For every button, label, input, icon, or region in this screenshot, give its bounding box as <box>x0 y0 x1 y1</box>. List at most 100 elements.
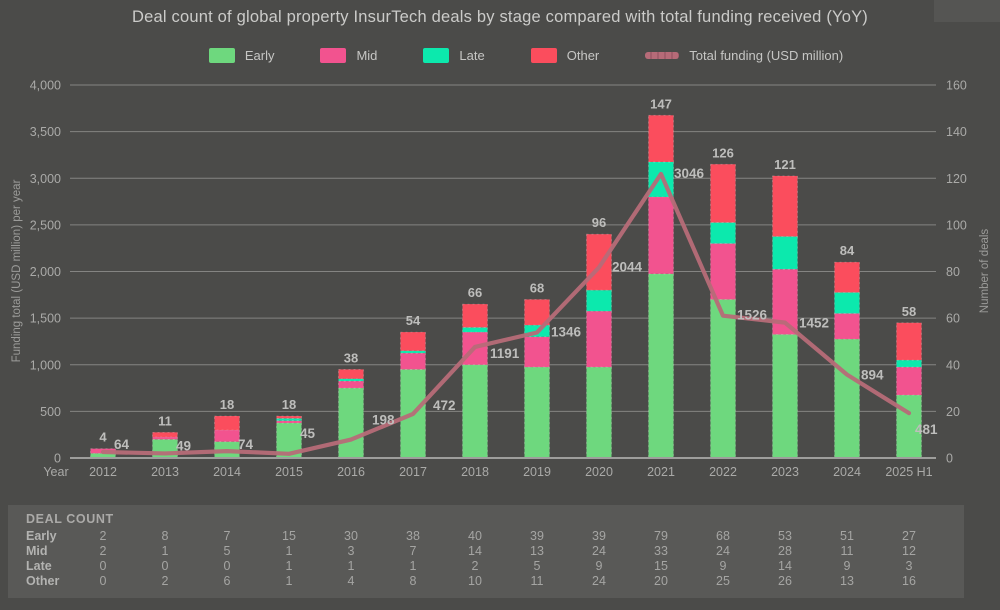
bar-segment-other-2025 H1 <box>896 322 922 361</box>
legend-item-mid: Mid <box>320 48 377 63</box>
table-cell: 11 <box>840 544 854 558</box>
bar-segment-mid-2017 <box>400 352 426 370</box>
table-cell: 25 <box>716 574 730 588</box>
table-cell: 79 <box>654 529 668 543</box>
legend-color-swatch <box>208 48 235 63</box>
bar-total-label: 66 <box>468 285 482 300</box>
bar-segment-other-2013 <box>152 431 178 438</box>
table-cell: 40 <box>468 529 482 543</box>
x-axis-category-label: 2018 <box>461 465 489 479</box>
bar-segment-other-2022 <box>710 163 736 223</box>
right-axis-title: Number of deals <box>979 229 991 314</box>
funding-point-label: 64 <box>114 437 130 452</box>
table-cell: 1 <box>285 544 293 558</box>
right-axis-tick-label: 80 <box>946 265 960 279</box>
table-cell: 1 <box>161 544 169 558</box>
funding-point-label: 1452 <box>799 316 829 331</box>
x-axis-category-label: 2019 <box>523 465 551 479</box>
x-axis-category-label: 2020 <box>585 465 613 479</box>
legend-line-swatch <box>645 52 680 59</box>
right-axis-tick-label: 40 <box>946 358 960 372</box>
table-cell: 2 <box>99 544 107 558</box>
bar-segment-early-2023 <box>772 334 798 459</box>
x-axis-category-label: 2014 <box>213 465 241 479</box>
bar-total-label: 4 <box>99 430 107 445</box>
table-cell: 7 <box>409 544 417 558</box>
legend-item-late: Late <box>423 48 485 63</box>
table-cell: 11 <box>530 574 544 588</box>
table-cell: 16 <box>902 574 916 588</box>
chart-title: Deal count of global property InsurTech … <box>131 8 869 26</box>
table-cell: 14 <box>778 559 792 573</box>
funding-point-label: 198 <box>372 413 395 428</box>
table-cell: 2 <box>471 559 479 573</box>
x-axis-category-label: 2016 <box>337 465 365 479</box>
table-cell: 4 <box>347 574 355 588</box>
bar-segment-other-2015 <box>276 415 302 419</box>
table-row-label-other: Other <box>26 574 60 588</box>
bar-total-label: 84 <box>840 243 855 258</box>
bar-segment-mid-2013 <box>152 436 178 440</box>
bar-segment-mid-2021 <box>648 196 674 275</box>
table-cell: 9 <box>719 559 727 573</box>
left-axis-tick-label: 2,000 <box>30 265 61 279</box>
legend-label: Other <box>566 48 600 63</box>
bar-total-label: 58 <box>902 304 916 319</box>
bar-segment-late-2018 <box>462 327 488 333</box>
bar-segment-other-2021 <box>648 114 674 163</box>
right-axis-tick-label: 60 <box>946 312 960 326</box>
bar-segment-mid-2019 <box>524 336 550 368</box>
bar-segment-mid-2015 <box>276 420 302 424</box>
legend-color-swatch <box>320 48 347 63</box>
table-row-label-late: Late <box>26 559 52 573</box>
table-cell: 2 <box>161 574 169 588</box>
x-axis-category-label: 2013 <box>151 465 179 479</box>
bar-segment-late-2022 <box>710 222 736 244</box>
table-cell: 33 <box>654 544 668 558</box>
legend-label: Mid <box>356 48 378 63</box>
chart-legend: Early Mid Late Other Total funding (USD mill… <box>0 48 1000 63</box>
table-cell: 5 <box>533 559 541 573</box>
funding-line <box>100 171 912 456</box>
funding-point-label: 2044 <box>612 259 643 274</box>
table-cell: 1 <box>285 559 293 573</box>
x-axis-title: Year <box>43 465 68 479</box>
table-cell: 24 <box>592 544 606 558</box>
bar-total-label: 18 <box>220 397 234 412</box>
table-cell: 27 <box>902 529 916 543</box>
funding-point-label: 3046 <box>674 166 705 181</box>
bar-total-label: 54 <box>406 313 421 328</box>
right-axis-tick-label: 120 <box>946 172 967 186</box>
table-cell: 24 <box>716 544 730 558</box>
right-axis-tick-label: 100 <box>946 218 967 232</box>
funding-point-label: 45 <box>300 426 316 441</box>
table-row-label-mid: Mid <box>26 544 48 558</box>
bar-segment-other-2017 <box>400 331 426 352</box>
bar-total-label: 121 <box>774 157 796 172</box>
table-cell: 6 <box>223 574 231 588</box>
legend-color-swatch <box>530 48 557 63</box>
funding-point-label: 481 <box>915 422 938 437</box>
bar-segment-early-2022 <box>710 299 736 459</box>
funding-point-label: 74 <box>238 437 254 452</box>
bar-segment-other-2020 <box>586 233 612 291</box>
legend-item-early: Early <box>208 48 274 63</box>
table-cell: 8 <box>409 574 417 588</box>
table-cell: 3 <box>905 559 913 573</box>
legend-item-other: Other <box>530 48 600 63</box>
bar-segment-early-2020 <box>586 366 612 459</box>
bar-segment-other-2014 <box>214 415 240 431</box>
table-cell: 0 <box>99 559 107 573</box>
table-cell: 15 <box>654 559 668 573</box>
bar-total-label: 96 <box>592 215 606 230</box>
table-cell: 9 <box>843 559 851 573</box>
table-cell: 7 <box>223 529 231 543</box>
bar-segment-late-2017 <box>400 350 426 354</box>
table-cell: 0 <box>99 574 107 588</box>
funding-point-label: 894 <box>861 368 884 383</box>
bar-segment-mid-2016 <box>338 380 364 389</box>
table-cell: 14 <box>468 544 482 558</box>
x-axis-category-label: 2015 <box>275 465 303 479</box>
table-cell: 53 <box>778 529 792 543</box>
